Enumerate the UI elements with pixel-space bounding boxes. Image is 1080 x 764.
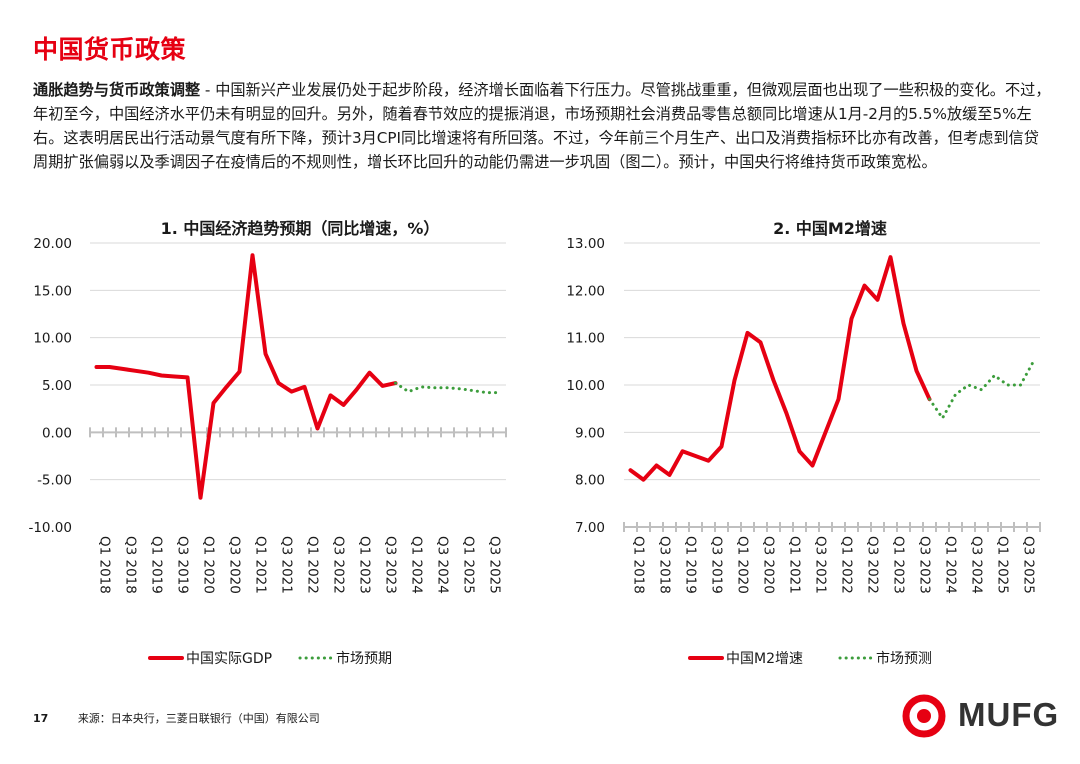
y-tick-label: 7.00 xyxy=(575,520,605,536)
x-tick-label: Q1 2021 xyxy=(787,536,803,594)
y-tick-label: 5.00 xyxy=(42,378,72,394)
y-tick-label: -10.00 xyxy=(28,520,72,536)
x-tick-label: Q3 2023 xyxy=(383,536,399,594)
y-tick-label: 11.00 xyxy=(566,331,605,347)
x-tick-label: Q1 2024 xyxy=(943,536,959,594)
x-tick-label: Q1 2018 xyxy=(631,536,647,594)
y-tick-label: 8.00 xyxy=(575,473,605,489)
y-tick-label: 12.00 xyxy=(566,283,605,299)
chart2-title: 2. 中国M2增速 xyxy=(773,219,887,238)
x-tick-label: Q1 2022 xyxy=(305,536,321,594)
x-tick-label: Q3 2024 xyxy=(969,536,985,594)
series-line-forecast xyxy=(928,359,1035,420)
legend-label: 市场预期 xyxy=(336,650,392,667)
y-tick-label: 20.00 xyxy=(33,236,72,252)
x-tick-label: Q3 2022 xyxy=(331,536,347,594)
page-number: 17 xyxy=(33,712,49,725)
intro-body: - 中国新兴产业发展仍处于起步阶段，经济增长面临着下行压力。尽管挑战重重，但微观… xyxy=(33,81,1051,171)
series-line-forecast xyxy=(394,381,501,395)
intro-paragraph: 通胀趋势与货币政策调整 - 中国新兴产业发展仍处于起步阶段，经济增长面临着下行压… xyxy=(33,78,1051,174)
y-tick-label: 10.00 xyxy=(566,378,605,394)
y-tick-label: 13.00 xyxy=(566,236,605,252)
x-tick-label: Q3 2021 xyxy=(279,536,295,594)
x-tick-label: Q3 2022 xyxy=(865,536,881,594)
y-tick-label: 0.00 xyxy=(42,425,72,441)
legend-label: 中国实际GDP xyxy=(186,651,272,667)
x-tick-label: Q1 2025 xyxy=(461,536,477,594)
page-title: 中国货币政策 xyxy=(33,35,187,64)
x-tick-label: Q1 2020 xyxy=(735,536,751,594)
x-tick-label: Q3 2018 xyxy=(123,536,139,594)
x-tick-label: Q3 2019 xyxy=(709,536,725,594)
x-tick-label: Q1 2023 xyxy=(357,536,373,594)
x-tick-label: Q3 2023 xyxy=(917,536,933,594)
y-tick-label: 9.00 xyxy=(575,425,605,441)
x-tick-label: Q1 2019 xyxy=(683,536,699,594)
x-tick-label: Q1 2024 xyxy=(409,536,425,594)
x-tick-label: Q1 2025 xyxy=(995,536,1011,594)
x-tick-label: Q3 2025 xyxy=(487,536,503,594)
x-tick-label: Q1 2022 xyxy=(839,536,855,594)
intro-lead: 通胀趋势与货币政策调整 xyxy=(33,81,201,99)
y-tick-label: -5.00 xyxy=(37,473,72,489)
y-tick-label: 10.00 xyxy=(33,331,72,347)
x-tick-label: Q3 2024 xyxy=(435,536,451,594)
mufg-logo: MUFG xyxy=(902,694,1058,738)
x-tick-label: Q3 2020 xyxy=(227,536,243,594)
footer: 17 来源：日本央行，三菱日联银行（中国）有限公司 xyxy=(33,710,320,726)
mufg-logo-mark-icon xyxy=(902,694,946,738)
x-tick-label: Q3 2020 xyxy=(761,536,777,594)
series-line-actual xyxy=(628,255,932,482)
y-tick-label: 15.00 xyxy=(33,283,72,299)
x-tick-label: Q1 2023 xyxy=(891,536,907,594)
x-tick-label: Q1 2021 xyxy=(253,536,269,594)
x-tick-label: Q1 2019 xyxy=(149,536,165,594)
series-line-actual xyxy=(94,253,398,500)
legend-label: 中国M2增速 xyxy=(726,651,803,667)
source-note: 来源：日本央行，三菱日联银行（中国）有限公司 xyxy=(77,712,320,725)
x-tick-label: Q3 2018 xyxy=(657,536,673,594)
legend-label: 市场预测 xyxy=(876,650,932,667)
x-tick-label: Q1 2018 xyxy=(97,536,113,594)
x-tick-label: Q3 2019 xyxy=(175,536,191,594)
x-tick-label: Q3 2021 xyxy=(813,536,829,594)
x-tick-label: Q1 2020 xyxy=(201,536,217,594)
chart1-title: 1. 中国经济趋势预期（同比增速，%） xyxy=(160,219,440,238)
mufg-logo-text: MUFG xyxy=(958,696,1060,733)
x-tick-label: Q3 2025 xyxy=(1021,536,1037,594)
